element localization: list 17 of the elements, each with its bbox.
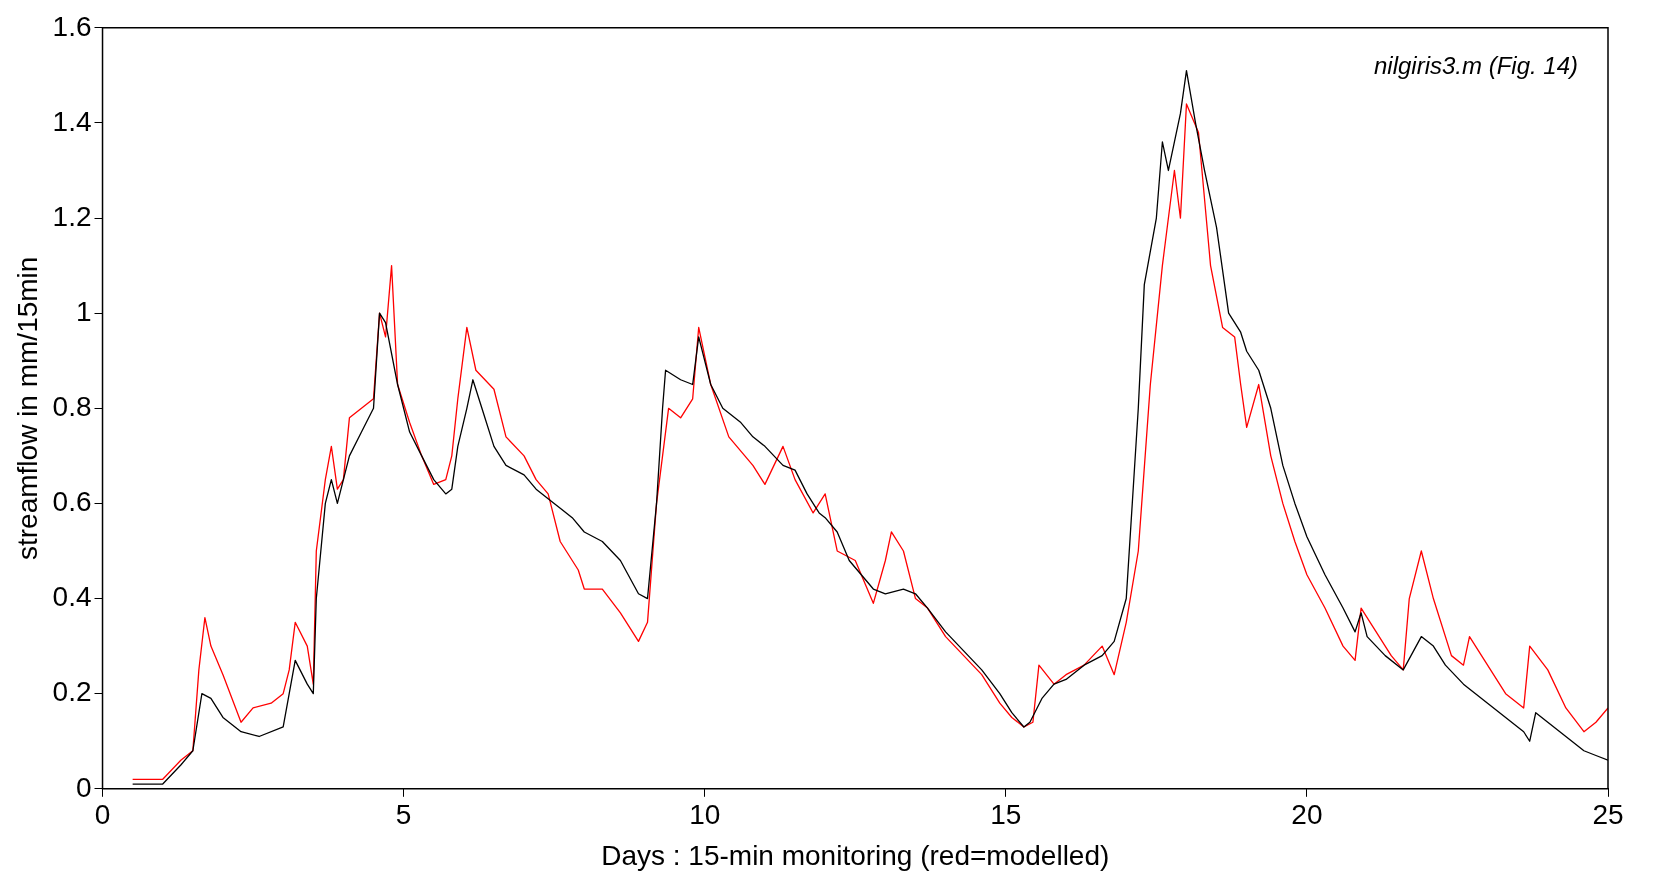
y-tick-label: 1 <box>75 295 92 327</box>
x-tick-label: 10 <box>689 799 721 831</box>
y-tick-label: 1.6 <box>52 10 92 42</box>
y-tick-label: 0.2 <box>52 676 92 708</box>
y-axis-title: streamflow in mm/15min <box>11 256 43 560</box>
y-tick-label: 1.2 <box>52 200 92 232</box>
y-tick-label: 0 <box>75 771 92 803</box>
x-tick-label: 5 <box>395 799 412 831</box>
y-tick-label: 0.4 <box>52 581 92 613</box>
y-tick-label: 1.4 <box>52 105 92 137</box>
x-tick-label: 20 <box>1291 799 1323 831</box>
y-tick-label: 0.8 <box>52 391 92 423</box>
x-axis-title: Days : 15-min monitoring (red=modelled) <box>601 839 1110 871</box>
x-tick-label: 15 <box>990 799 1022 831</box>
annotation: nilgiris3.m (Fig. 14) <box>1373 52 1578 80</box>
x-tick-label: 25 <box>1592 799 1624 831</box>
y-tick-label: 0.6 <box>52 486 92 518</box>
